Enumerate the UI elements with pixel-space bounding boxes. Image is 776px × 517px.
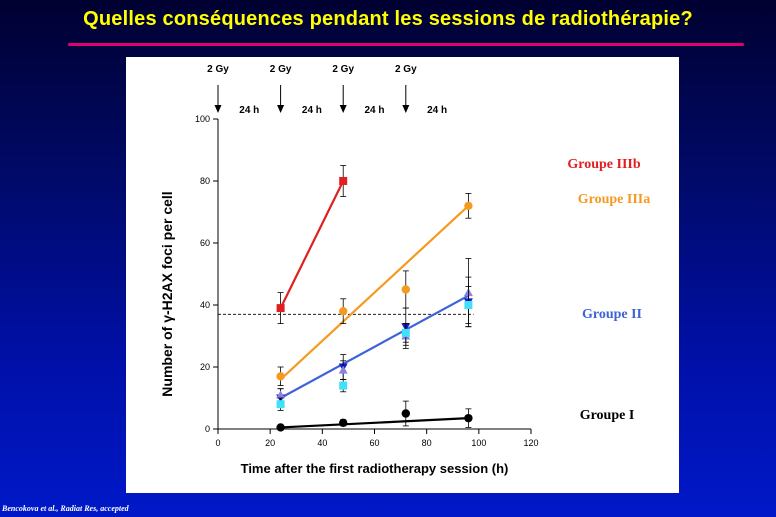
x-tick-label: 60 bbox=[369, 438, 379, 448]
citation: Bencokova et al., Radiat Res, accepted bbox=[2, 504, 129, 513]
dose-arrow-head bbox=[339, 105, 347, 113]
series-label: Groupe II bbox=[582, 307, 642, 322]
x-tick-label: 120 bbox=[523, 438, 538, 448]
title-underline bbox=[68, 43, 744, 46]
chart-svg: 0 20 40 60 80 100 0 20 40 60 80 100 120 Time after th… bbox=[159, 64, 650, 476]
y-tick-label: 100 bbox=[195, 114, 210, 124]
fit-line-groupe-iiib bbox=[279, 180, 345, 309]
fit-line-groupe-i bbox=[280, 417, 469, 429]
dose-arrow-head bbox=[402, 105, 410, 113]
x-tick-label: 100 bbox=[471, 438, 486, 448]
x-tick-label: 20 bbox=[265, 438, 275, 448]
interval-label: 24 h bbox=[239, 105, 259, 116]
y-tick-label: 0 bbox=[205, 424, 210, 434]
interval-label: 24 h bbox=[302, 105, 322, 116]
data-point bbox=[464, 201, 473, 210]
x-tick-label: 40 bbox=[317, 438, 327, 448]
series-label: Groupe I bbox=[580, 408, 635, 423]
data-point bbox=[464, 413, 473, 423]
x-axis-label: Time after the first radiotherapy sessio… bbox=[241, 461, 509, 476]
y-tick-label: 60 bbox=[200, 238, 210, 248]
y-tick-label: 80 bbox=[200, 176, 210, 186]
slide-title: Quelles conséquences pendant les session… bbox=[83, 8, 693, 30]
data-point bbox=[276, 372, 285, 381]
data-point bbox=[401, 409, 410, 418]
data-point bbox=[276, 304, 285, 313]
chart-panel: 0 20 40 60 80 100 0 20 40 60 80 100 120 Time after th… bbox=[126, 57, 679, 493]
data-point bbox=[339, 177, 348, 185]
dose-label: 2 Gy bbox=[395, 64, 417, 75]
dose-arrow-head bbox=[214, 105, 222, 113]
data-point bbox=[401, 328, 410, 337]
y-tick-label: 20 bbox=[200, 362, 210, 372]
data-point bbox=[339, 418, 348, 427]
x-tick-label: 80 bbox=[422, 438, 432, 448]
series-label: Groupe IIIb bbox=[567, 157, 640, 172]
y-tick-label: 40 bbox=[200, 300, 210, 310]
x-tick-label: 0 bbox=[215, 438, 220, 448]
interval-label: 24 h bbox=[427, 105, 447, 116]
data-point bbox=[276, 423, 285, 432]
fit-line-groupe-ii bbox=[280, 294, 469, 399]
fit-line-groupe-iiia bbox=[279, 204, 470, 381]
data-point bbox=[338, 365, 348, 374]
data-point bbox=[339, 307, 348, 316]
dose-label: 2 Gy bbox=[207, 64, 229, 75]
series-label: Groupe IIIa bbox=[578, 192, 650, 207]
data-point bbox=[276, 390, 286, 399]
data-point bbox=[464, 301, 473, 309]
dose-label: 2 Gy bbox=[270, 64, 292, 75]
dose-label: 2 Gy bbox=[332, 64, 354, 75]
interval-label: 24 h bbox=[364, 105, 384, 116]
data-point bbox=[401, 285, 410, 294]
y-axis-label: Number of γ-H2AX foci per cell bbox=[159, 191, 175, 396]
data-point bbox=[276, 400, 285, 409]
data-point bbox=[339, 381, 348, 390]
dose-arrow-head bbox=[277, 105, 285, 113]
